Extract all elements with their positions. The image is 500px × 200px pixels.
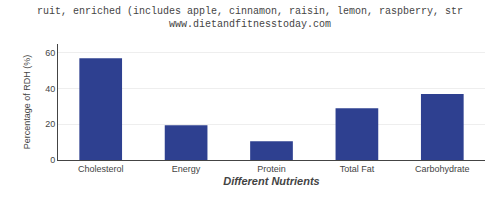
svg-text:40: 40 xyxy=(45,84,55,94)
svg-text:Percentage of RDH (%): Percentage of RDH (%) xyxy=(22,55,32,150)
svg-text:Cholesterol: Cholesterol xyxy=(78,164,124,174)
svg-text:ruit, enriched (includes apple: ruit, enriched (includes apple, cinnamon… xyxy=(37,6,463,30)
svg-text:20: 20 xyxy=(45,119,55,129)
svg-text:Carbohydrate: Carbohydrate xyxy=(415,164,470,174)
svg-text:Different Nutrients: Different Nutrients xyxy=(223,175,319,187)
svg-text:60: 60 xyxy=(45,48,55,58)
svg-text:Total Fat: Total Fat xyxy=(340,164,375,174)
svg-text:Energy: Energy xyxy=(172,164,201,174)
svg-text:0: 0 xyxy=(50,155,55,165)
svg-text:Protein: Protein xyxy=(257,164,286,174)
